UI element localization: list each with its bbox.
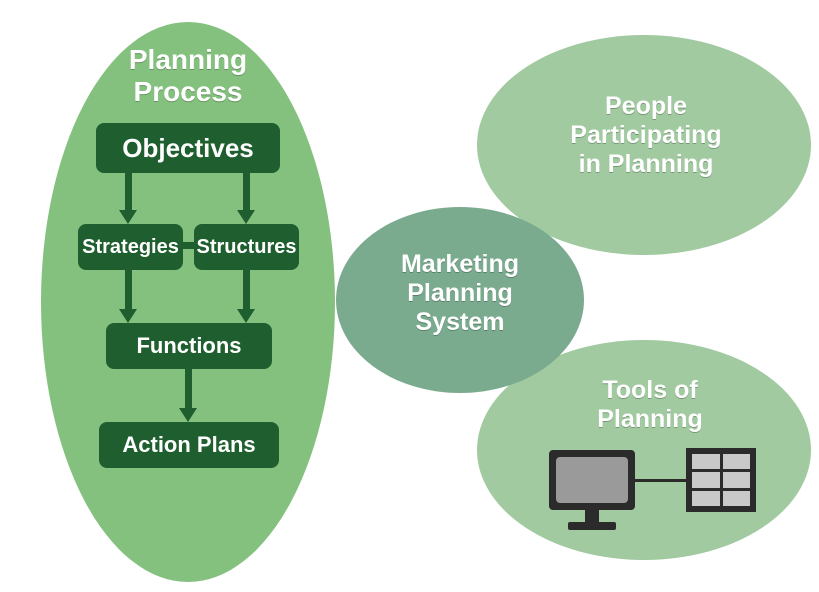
title-tools-of-planning: Tools of Planning bbox=[580, 376, 720, 434]
title-mps-line2: Planning bbox=[407, 279, 513, 307]
monitor-grid-connector bbox=[635, 479, 686, 482]
grid-cell bbox=[692, 491, 720, 506]
title-planning-process: Planning Process bbox=[108, 44, 268, 108]
arrow-head-functions-action_plans bbox=[179, 408, 197, 422]
box-strategies-label: Strategies bbox=[82, 236, 179, 259]
monitor-icon bbox=[549, 450, 635, 510]
arrow-head-objectives-strategies bbox=[119, 210, 137, 224]
monitor-base bbox=[568, 522, 616, 530]
title-mps-line3: System bbox=[416, 308, 505, 336]
diagram-stage: { "canvas": { "width": 819, "height": 59… bbox=[0, 0, 819, 592]
title-people-line1: People bbox=[605, 92, 687, 120]
box-action-plans: Action Plans bbox=[99, 422, 279, 468]
grid-icon bbox=[686, 448, 756, 512]
grid-cell bbox=[692, 454, 720, 469]
arrow-shaft-strategies-functions bbox=[125, 270, 132, 309]
arrow-head-objectives-structures bbox=[237, 210, 255, 224]
arrow-shaft-structures-functions bbox=[243, 270, 250, 309]
arrow-shaft-functions-action_plans bbox=[185, 369, 192, 408]
monitor-stand bbox=[585, 510, 599, 522]
arrow-shaft-objectives-strategies bbox=[125, 173, 132, 210]
box-structures-label: Structures bbox=[196, 236, 296, 259]
title-people-participating: People Participating in Planning bbox=[566, 92, 726, 178]
arrow-shaft-objectives-structures bbox=[243, 173, 250, 210]
title-marketing-planning-system: Marketing Planning System bbox=[400, 250, 520, 336]
box-action-plans-label: Action Plans bbox=[122, 432, 255, 458]
grid-cell bbox=[723, 472, 751, 487]
monitor-screen bbox=[556, 457, 628, 503]
box-objectives: Objectives bbox=[96, 123, 280, 173]
title-tools-line1: Tools of bbox=[602, 376, 697, 404]
arrow-head-structures-functions bbox=[237, 309, 255, 323]
title-planning-process-line1: Planning bbox=[129, 44, 247, 75]
box-functions-label: Functions bbox=[136, 333, 241, 359]
title-mps-line1: Marketing bbox=[401, 250, 519, 278]
grid-cell bbox=[723, 454, 751, 469]
grid-cell bbox=[723, 491, 751, 506]
box-functions: Functions bbox=[106, 323, 272, 369]
title-people-line3: in Planning bbox=[579, 150, 714, 178]
arrow-head-strategies-functions bbox=[119, 309, 137, 323]
box-structures: Structures bbox=[194, 224, 299, 270]
box-strategies: Strategies bbox=[78, 224, 183, 270]
link-strategies-structures bbox=[183, 242, 194, 249]
title-people-line2: Participating bbox=[570, 121, 721, 149]
title-tools-line2: Planning bbox=[597, 405, 703, 433]
grid-cell bbox=[692, 472, 720, 487]
box-objectives-label: Objectives bbox=[122, 133, 254, 164]
title-planning-process-line2: Process bbox=[134, 76, 243, 107]
